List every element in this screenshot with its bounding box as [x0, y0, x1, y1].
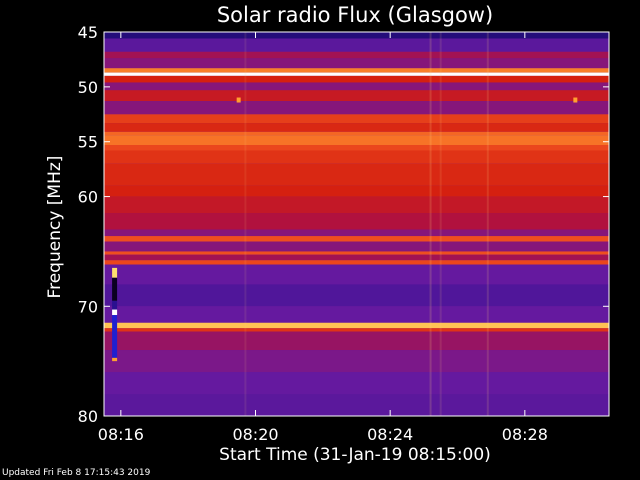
heatmap-band: [104, 260, 609, 265]
y-tick-label: 45: [78, 23, 98, 42]
heatmap-band: [104, 213, 609, 230]
heatmap-band: [104, 328, 609, 332]
calibration-segment: [112, 309, 118, 316]
heatmap-band: [104, 145, 609, 151]
heatmap-band: [104, 163, 609, 186]
heatmap-band: [104, 90, 609, 102]
updated-timestamp: Updated Fri Feb 8 17:15:43 2019: [2, 468, 151, 478]
heatmap-band: [104, 196, 609, 214]
time-feature-line: [439, 32, 442, 416]
calibration-segment: [112, 315, 118, 358]
y-tick-label: 80: [78, 407, 98, 426]
heatmap-band: [104, 82, 609, 91]
time-feature-line: [244, 32, 247, 416]
calibration-segment: [112, 277, 118, 301]
heatmap-band: [104, 75, 609, 83]
heatmap-band: [104, 241, 609, 252]
heatmap-band: [104, 251, 609, 255]
chart-title: Solar radio Flux (Glasgow): [216, 3, 494, 27]
x-tick-label: 08:24: [367, 425, 413, 444]
heatmap-band: [104, 284, 609, 307]
plot-frame: [103, 31, 610, 417]
y-tick-label: 60: [78, 188, 98, 207]
heatmap-band: [104, 229, 609, 237]
heatmap-band: [104, 306, 609, 323]
x-axis-label: Start Time (31-Jan-19 08:15:00): [219, 445, 491, 465]
calibration-segment: [112, 357, 118, 362]
y-tick-label: 70: [78, 297, 98, 316]
heatmap-band: [104, 72, 609, 76]
heatmap-band: [104, 131, 609, 136]
calibration-segment: [112, 300, 118, 310]
heatmap-band: [104, 185, 609, 197]
y-tick-label: 55: [78, 133, 98, 152]
time-feature-line: [486, 32, 489, 416]
heatmap-band: [104, 350, 609, 373]
heatmap-band: [104, 38, 609, 52]
heatmap-band: [104, 236, 609, 242]
x-tick-label: 08:16: [98, 425, 144, 444]
heatmap-band: [104, 68, 609, 73]
x-tick-label: 08:20: [232, 425, 278, 444]
x-tick-label: 08:28: [502, 425, 548, 444]
calibration-segment: [112, 267, 118, 278]
heatmap-band: [104, 58, 609, 69]
heatmap-band: [104, 135, 609, 146]
heatmap-band: [104, 394, 609, 416]
point-feature: [236, 97, 241, 103]
point-feature: [573, 97, 578, 103]
heatmap-band: [104, 264, 609, 285]
heatmap-band: [104, 150, 609, 164]
heatmap-band: [104, 114, 609, 124]
y-tick-label: 50: [78, 78, 98, 97]
time-feature-line: [429, 32, 432, 416]
heatmap-band: [104, 32, 609, 39]
heatmap-band: [104, 123, 609, 132]
heatmap-band: [104, 331, 609, 351]
heatmap-band: [104, 51, 609, 59]
heatmap-band: [104, 101, 609, 115]
heatmap-band: [104, 322, 609, 329]
heatmap-band: [104, 254, 609, 261]
heatmap-band: [104, 372, 609, 395]
y-axis-label: Frequency [MHz]: [45, 155, 65, 299]
